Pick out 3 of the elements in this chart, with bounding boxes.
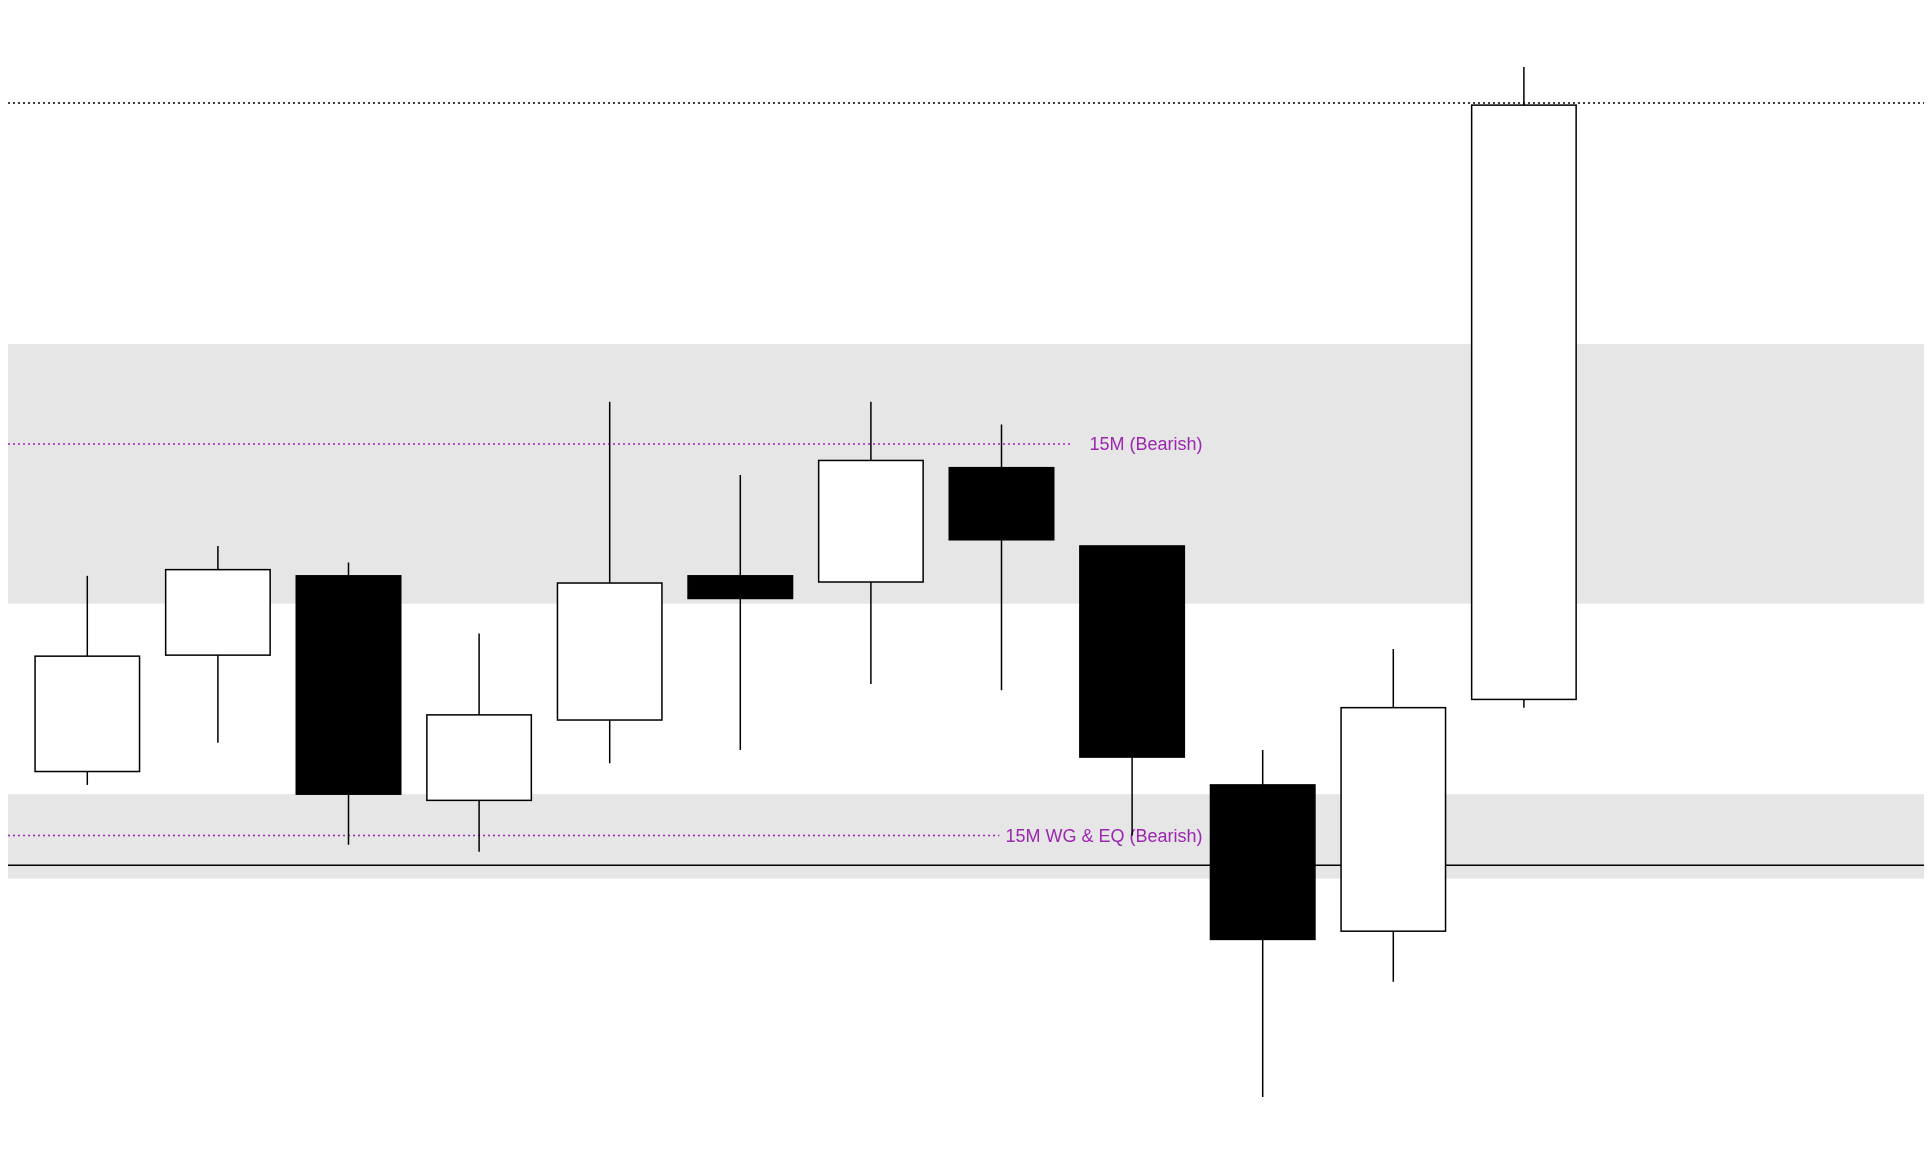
ref-line-label: 15M WG & EQ (Bearish) xyxy=(1005,825,1203,846)
ref-line-label: 15M (Bearish) xyxy=(1089,434,1203,455)
candlestick xyxy=(687,474,794,751)
